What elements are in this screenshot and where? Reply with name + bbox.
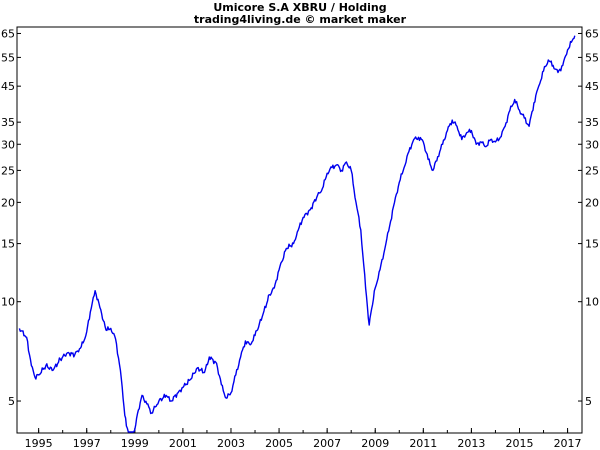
chart-title: Umicore S.A XBRU / Holding (213, 1, 387, 14)
x-tick-label: 2013 (457, 437, 485, 450)
x-tick-label: 1999 (121, 437, 149, 450)
y-tick-label-right: 25 (585, 164, 599, 177)
y-tick-label-left: 30 (1, 138, 15, 151)
x-tick-label: 2011 (409, 437, 437, 450)
y-tick-label-left: 65 (1, 27, 15, 40)
y-tick-label-right: 15 (585, 238, 599, 251)
x-tick-label: 1995 (25, 437, 53, 450)
y-tick-label-left: 5 (8, 395, 15, 408)
y-tick-label-right: 45 (585, 80, 599, 93)
y-axis-left: 65 55 45 35 30 25 20 15 10 5 (1, 27, 21, 408)
x-tick-label: 2009 (361, 437, 389, 450)
plot-frame (16, 26, 583, 434)
y-tick-label-left: 35 (1, 116, 15, 129)
y-tick-label-right: 10 (585, 296, 599, 309)
x-tick-label: 2005 (265, 437, 293, 450)
y-tick-label-right: 65 (585, 27, 599, 40)
x-axis: 1995 1997 1999 2001 2003 2005 2007 2009 2011 2013… (25, 428, 582, 450)
y-tick-label-left: 25 (1, 164, 15, 177)
chart-subtitle: trading4living.de © market maker (193, 13, 407, 26)
x-tick-label: 2001 (169, 437, 197, 450)
y-tick-label-left: 15 (1, 238, 15, 251)
y-tick-label-right: 35 (585, 116, 599, 129)
y-tick-label-left: 10 (1, 296, 15, 309)
y-axis-right: 65 55 45 35 30 25 20 15 10 5 (578, 27, 599, 408)
x-tick-label: 2003 (217, 437, 245, 450)
y-tick-label-right: 55 (585, 51, 599, 64)
x-tick-label: 2007 (313, 437, 341, 450)
y-tick-label-right: 20 (585, 196, 599, 209)
price-series-line (18, 35, 576, 433)
x-tick-label: 1997 (73, 437, 101, 450)
y-tick-label-right: 30 (585, 138, 599, 151)
series-group (18, 35, 576, 433)
y-tick-label-left: 45 (1, 80, 15, 93)
y-tick-label-right: 5 (585, 395, 592, 408)
x-tick-label: 2017 (554, 437, 582, 450)
y-tick-label-left: 55 (1, 51, 15, 64)
y-tick-label-left: 20 (1, 196, 15, 209)
x-tick-label: 2015 (505, 437, 533, 450)
